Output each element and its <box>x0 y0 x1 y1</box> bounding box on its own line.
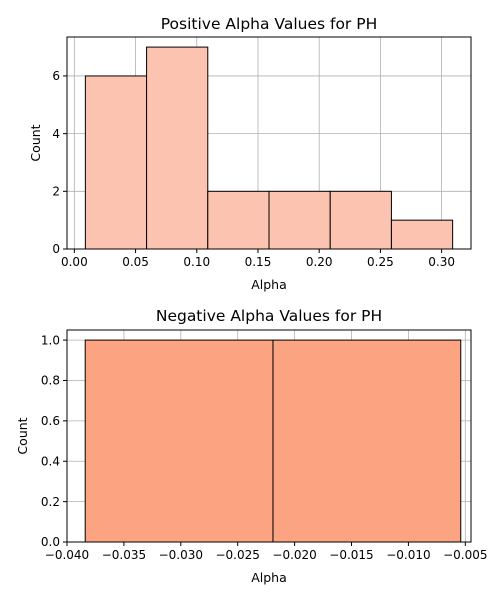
x-tick-label: −0.020 <box>272 548 316 562</box>
y-tick-label: 4 <box>52 127 60 141</box>
x-tick-label: 0.00 <box>61 255 88 269</box>
y-axis-label: Count <box>28 124 43 161</box>
histogram-bar <box>146 46 209 250</box>
histogram-bar <box>390 219 454 250</box>
y-tick-label: 6 <box>52 69 60 83</box>
x-tick-label: −0.025 <box>215 548 259 562</box>
histogram-bar <box>84 75 148 250</box>
chart-title: Negative Alpha Values for PH <box>156 307 382 325</box>
x-tick-label: 0.10 <box>183 255 210 269</box>
histogram-bar <box>268 190 331 250</box>
x-axis-label: Alpha <box>251 570 287 585</box>
x-tick-label: 0.05 <box>122 255 149 269</box>
x-tick-label: −0.035 <box>102 548 146 562</box>
x-tick-label: 0.20 <box>306 255 333 269</box>
axes-frame <box>66 36 472 250</box>
x-tick-label: 0.25 <box>367 255 394 269</box>
x-tick-label: −0.040 <box>45 548 89 562</box>
x-tick-label: −0.010 <box>386 548 430 562</box>
histogram-bar <box>84 339 274 543</box>
chart-title: Positive Alpha Values for PH <box>161 15 378 33</box>
histogram-bar <box>207 190 270 250</box>
positive-alpha-histogram: 0.00 0.05 0.10 0.15 0.20 0.25 0.30 0 2 4 6 Positive… <box>28 15 472 292</box>
y-tick-label: 2 <box>52 185 60 199</box>
y-tick-label: 1.0 <box>41 333 60 347</box>
x-tick-label: −0.030 <box>159 548 203 562</box>
x-tick-label: −0.005 <box>443 548 487 562</box>
y-tick-label: 0.0 <box>41 535 60 549</box>
y-tick-label: 0 <box>52 242 60 256</box>
y-tick-label: 0.8 <box>41 374 60 388</box>
histogram-bar <box>272 339 462 543</box>
x-tick-label: 0.30 <box>428 255 455 269</box>
y-axis-label: Count <box>15 417 30 454</box>
x-axis-label: Alpha <box>251 277 287 292</box>
y-tick-label: 0.6 <box>41 414 60 428</box>
y-tick-label: 0.2 <box>41 495 60 509</box>
y-tick-label: 0.4 <box>41 454 60 468</box>
axes-frame <box>66 329 472 543</box>
x-tick-label: 0.15 <box>245 255 272 269</box>
x-tick-label: −0.015 <box>329 548 373 562</box>
histogram-bar <box>329 190 392 250</box>
negative-alpha-histogram: −0.040 −0.035 −0.030 −0.025 −0.020 −0.015 −0.0… <box>15 307 488 585</box>
